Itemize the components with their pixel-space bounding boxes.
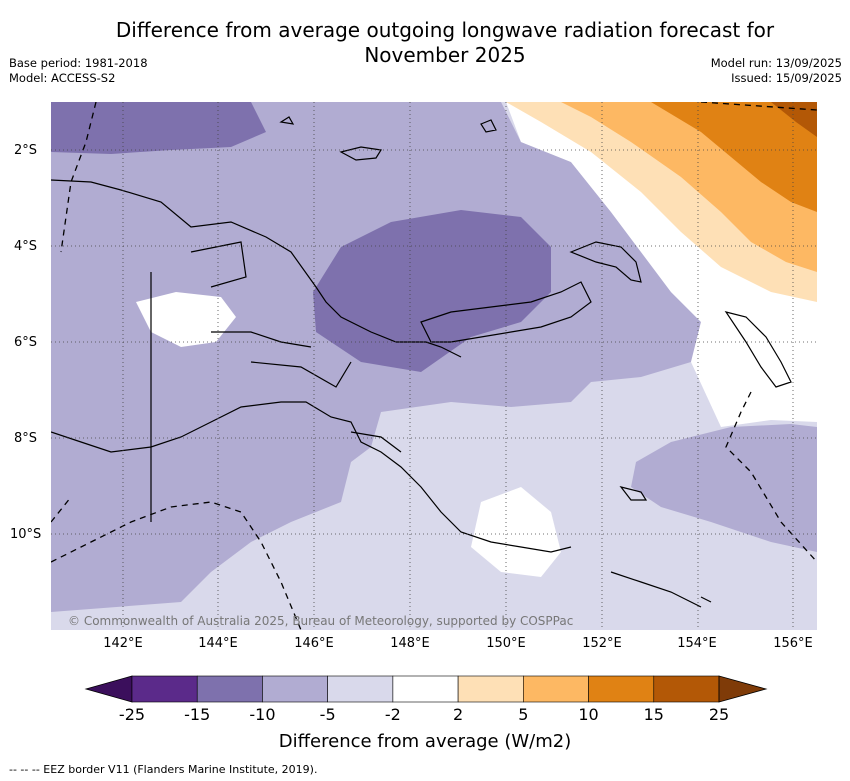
- lon-label-148e: 148°E: [390, 636, 430, 651]
- lon-label-144e: 144°E: [198, 636, 238, 651]
- colorbar-segment: [523, 675, 589, 703]
- coastlines: [51, 116, 792, 608]
- meta-right: Model run: 13/09/2025 Issued: 15/09/2025: [711, 56, 842, 86]
- colorbar-tick-label: -25: [118, 705, 146, 724]
- colorbar-tick-label: -5: [319, 705, 336, 724]
- colorbar-tick-label: -2: [384, 705, 401, 724]
- model-name: Model: ACCESS-S2: [9, 71, 116, 85]
- lon-label-146e: 146°E: [294, 636, 334, 651]
- issued-date: Issued: 15/09/2025: [731, 71, 842, 85]
- lat-label-8s: 8°S: [14, 431, 38, 446]
- colorbar-segment: [653, 675, 720, 703]
- anomaly-band-10-15: [651, 102, 817, 212]
- graticule: [51, 102, 817, 630]
- eez-border-south-west: [51, 496, 72, 523]
- map-canvas: [51, 102, 817, 630]
- model-run: Model run: 13/09/2025: [710, 56, 842, 70]
- lat-label-10s: 10°S: [10, 527, 42, 542]
- title-line-1: Difference from average outgoing longwav…: [115, 18, 775, 42]
- base-period: Base period: 1981-2018: [9, 56, 148, 70]
- lon-label-152e: 152°E: [582, 636, 622, 651]
- colorbar-segment: [392, 675, 459, 703]
- colorbar-tick-label: -10: [249, 705, 276, 724]
- bougainville: [724, 311, 792, 388]
- lon-label-154e: 154°E: [677, 636, 717, 651]
- eez-border-northeast: [700, 102, 817, 111]
- anomaly-band-15-25: [771, 102, 817, 137]
- map-panel: [51, 102, 817, 630]
- colorbar-tick-label: 25: [708, 705, 730, 724]
- eez-borders: [51, 102, 817, 630]
- manus-island: [339, 146, 382, 161]
- colorbar-title: Difference from average (W/m2): [278, 731, 572, 752]
- colorbar-tick-label: 5: [518, 705, 529, 724]
- new-guinea-south-coast: [51, 401, 572, 553]
- louisiade-islands: [610, 571, 712, 608]
- eez-border-south: [51, 501, 302, 630]
- lon-label-150e: 150°E: [486, 636, 526, 651]
- map-title: Difference from average outgoing longwav…: [95, 18, 795, 68]
- lon-label-142e: 142°E: [103, 636, 143, 651]
- colorbar-segment: [588, 675, 655, 703]
- colorbar-extend-high: [718, 675, 768, 703]
- colorbar-segment: [457, 675, 524, 703]
- lon-label-156e: 156°E: [773, 636, 813, 651]
- new-ireland: [569, 241, 642, 283]
- lat-label-6s: 6°S: [14, 335, 38, 350]
- colorbar: [84, 675, 768, 703]
- colorbar-tick-label: 2: [453, 705, 464, 724]
- anomaly-band-near-zero-west: [136, 292, 236, 347]
- north-islands: [279, 116, 497, 133]
- copyright-notice: © Commonwealth of Australia 2025, Bureau…: [68, 614, 574, 628]
- colorbar-segment: [131, 675, 198, 703]
- anomaly-band-minus15-minus10-central: [313, 210, 551, 372]
- anomaly-band-minus15-minus10-northwest: [51, 102, 266, 154]
- eez-footnote: -- -- -- EEZ border V11 (Flanders Marine…: [9, 763, 318, 776]
- anomaly-band-near-zero-south: [471, 487, 561, 577]
- meta-left: Base period: 1981-2018 Model: ACCESS-S2: [9, 56, 148, 86]
- colorbar-tick-label: 15: [643, 705, 664, 724]
- title-line-2: November 2025: [364, 43, 526, 67]
- new-britain: [420, 281, 592, 343]
- colorbar-segment: [327, 675, 394, 703]
- colorbar-tick-label: 10: [578, 705, 599, 724]
- eez-border-east: [725, 391, 817, 563]
- anomaly-band-minus10-minus5-southeast: [631, 424, 817, 552]
- colorbar-tick-label: -15: [184, 705, 211, 724]
- solomon-islands: [619, 485, 648, 501]
- lat-label-4s: 4°S: [14, 239, 38, 254]
- colorbar-segment: [196, 675, 263, 703]
- colorbar-extend-low: [84, 675, 133, 703]
- province-lines: [190, 241, 402, 453]
- colorbar-segment: [262, 675, 328, 703]
- lat-label-2s: 2°S: [14, 143, 38, 158]
